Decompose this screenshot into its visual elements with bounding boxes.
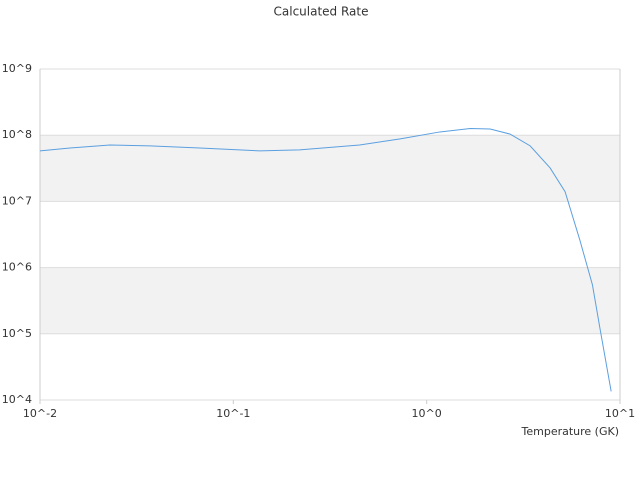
x-tick-label: 10^-1: [216, 407, 250, 420]
y-tick-label: 10^8: [2, 128, 32, 141]
chart-title: Calculated Rate: [274, 5, 369, 19]
y-tick-label: 10^7: [2, 194, 32, 207]
x-axis-label: Temperature (GK): [521, 425, 620, 438]
y-tick-label: 10^5: [2, 327, 32, 340]
x-tick-label: 10^-2: [23, 407, 57, 420]
y-tick-label: 10^4: [2, 393, 32, 406]
grid-band: [40, 135, 620, 202]
x-tick-label: 10^0: [412, 407, 442, 420]
data-line: [39, 128, 612, 392]
y-tick-label: 10^9: [2, 62, 32, 75]
y-tick-label: 10^6: [2, 261, 32, 274]
grid-band: [40, 267, 620, 334]
x-tick-label: 10^1: [605, 407, 635, 420]
